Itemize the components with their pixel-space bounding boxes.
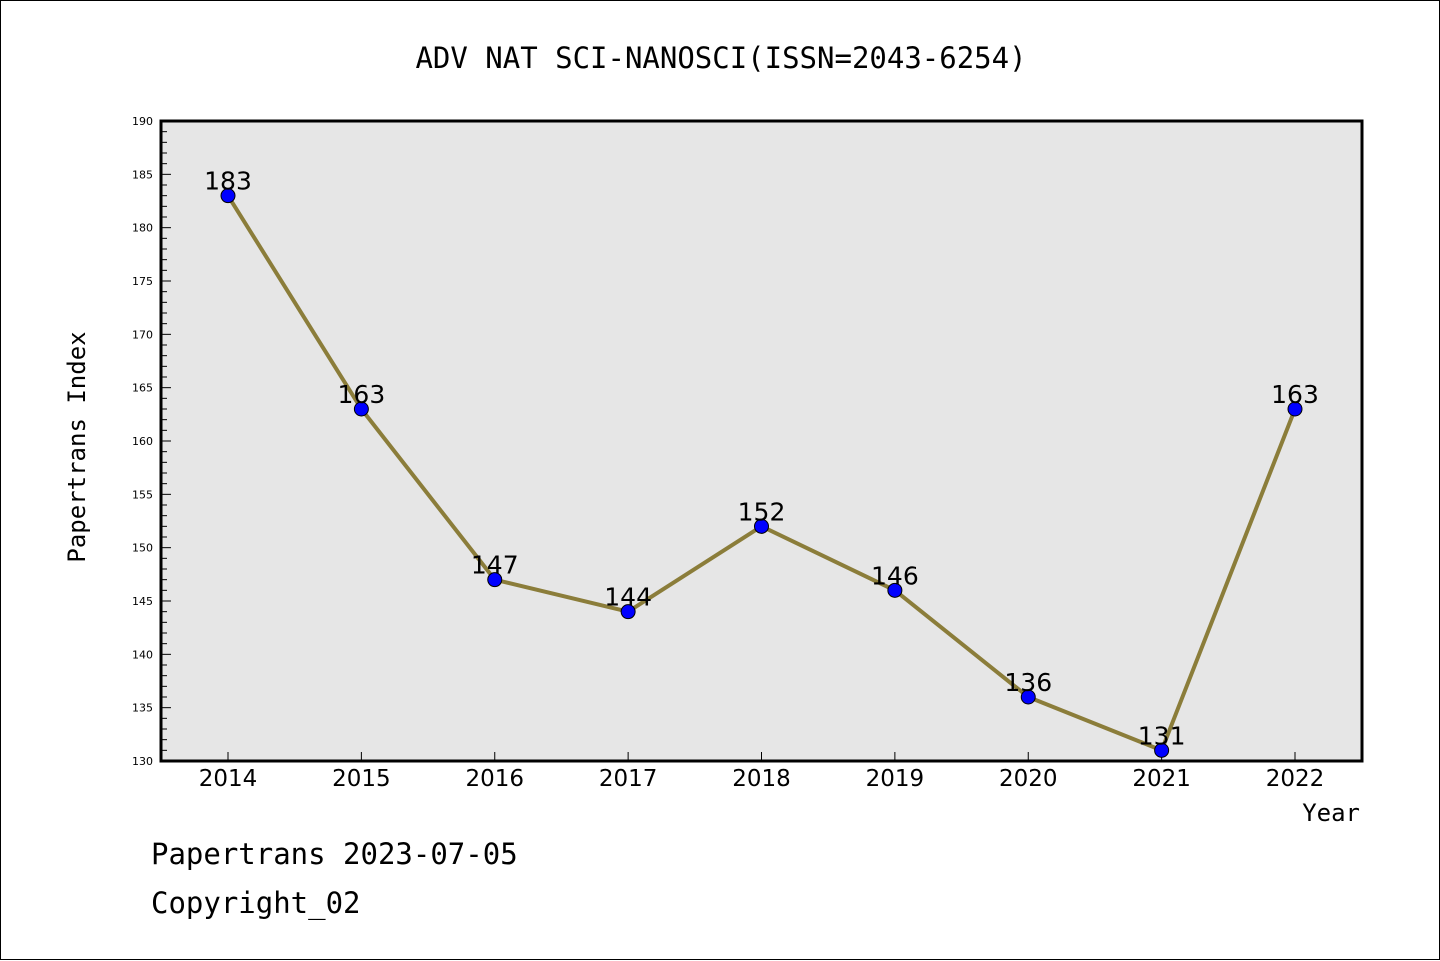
y-tick-label: 165: [132, 382, 153, 395]
data-label: 152: [738, 497, 786, 526]
x-tick-label: 2020: [999, 766, 1058, 792]
data-label: 163: [1271, 380, 1319, 409]
y-tick-label: 135: [132, 702, 153, 715]
data-label: 183: [204, 167, 252, 196]
footer-copyright: Copyright_02: [151, 886, 361, 920]
data-point: [353, 401, 369, 417]
y-axis-label: Papertrans Index: [63, 331, 91, 562]
y-tick-label: 170: [132, 328, 153, 341]
data-point: [620, 604, 636, 620]
data-point: [220, 188, 236, 204]
chart-title: ADV NAT SCI-NANOSCI(ISSN=2043-6254): [415, 41, 1026, 75]
y-axis: 130 135 140 145 150 155 160 165 170 175 180 185 190: [132, 115, 171, 768]
y-tick-label: 190: [132, 115, 153, 128]
y-tick-label: 160: [132, 435, 153, 448]
x-tick-label: 2017: [599, 766, 658, 792]
data-label: 131: [1138, 721, 1186, 750]
x-axis-label: Year: [1302, 799, 1360, 827]
data-point: [1154, 742, 1170, 758]
x-tick-label: 2015: [332, 766, 391, 792]
x-tick-label: 2014: [199, 766, 258, 792]
data-label: 147: [471, 551, 519, 580]
data-label: 144: [604, 583, 652, 612]
plot-border: [159, 119, 1364, 763]
x-tick-label: 2016: [465, 766, 524, 792]
x-tick-label: 2018: [732, 766, 791, 792]
series-layer: 183 163 147 144 152 146 136 131 163: [204, 167, 1319, 758]
footer-date: Papertrans 2023-07-05: [151, 837, 518, 871]
x-tick-label: 2022: [1266, 766, 1325, 792]
data-point: [487, 572, 503, 588]
y-tick-label: 140: [132, 648, 153, 661]
y-tick-label: 175: [132, 275, 153, 288]
y-tick-label: 185: [132, 168, 153, 181]
y-tick-label: 155: [132, 488, 153, 501]
data-label: 163: [338, 380, 386, 409]
plot-area: [161, 121, 1362, 761]
y-tick-label: 150: [132, 542, 153, 555]
x-axis: 2014 2015 2016 2017 2018 2019 2020 2021 2022: [199, 752, 1325, 792]
data-label: 146: [871, 561, 919, 590]
data-point: [887, 582, 903, 598]
y-tick-label: 145: [132, 595, 153, 608]
y-tick-label: 130: [132, 755, 153, 768]
data-point: [1287, 401, 1303, 417]
data-point: [754, 518, 769, 534]
data-label: 136: [1004, 668, 1052, 697]
y-tick-label: 180: [132, 222, 153, 235]
x-tick-label: 2021: [1132, 766, 1191, 792]
data-point: [1020, 689, 1036, 705]
x-tick-label: 2019: [866, 766, 925, 792]
